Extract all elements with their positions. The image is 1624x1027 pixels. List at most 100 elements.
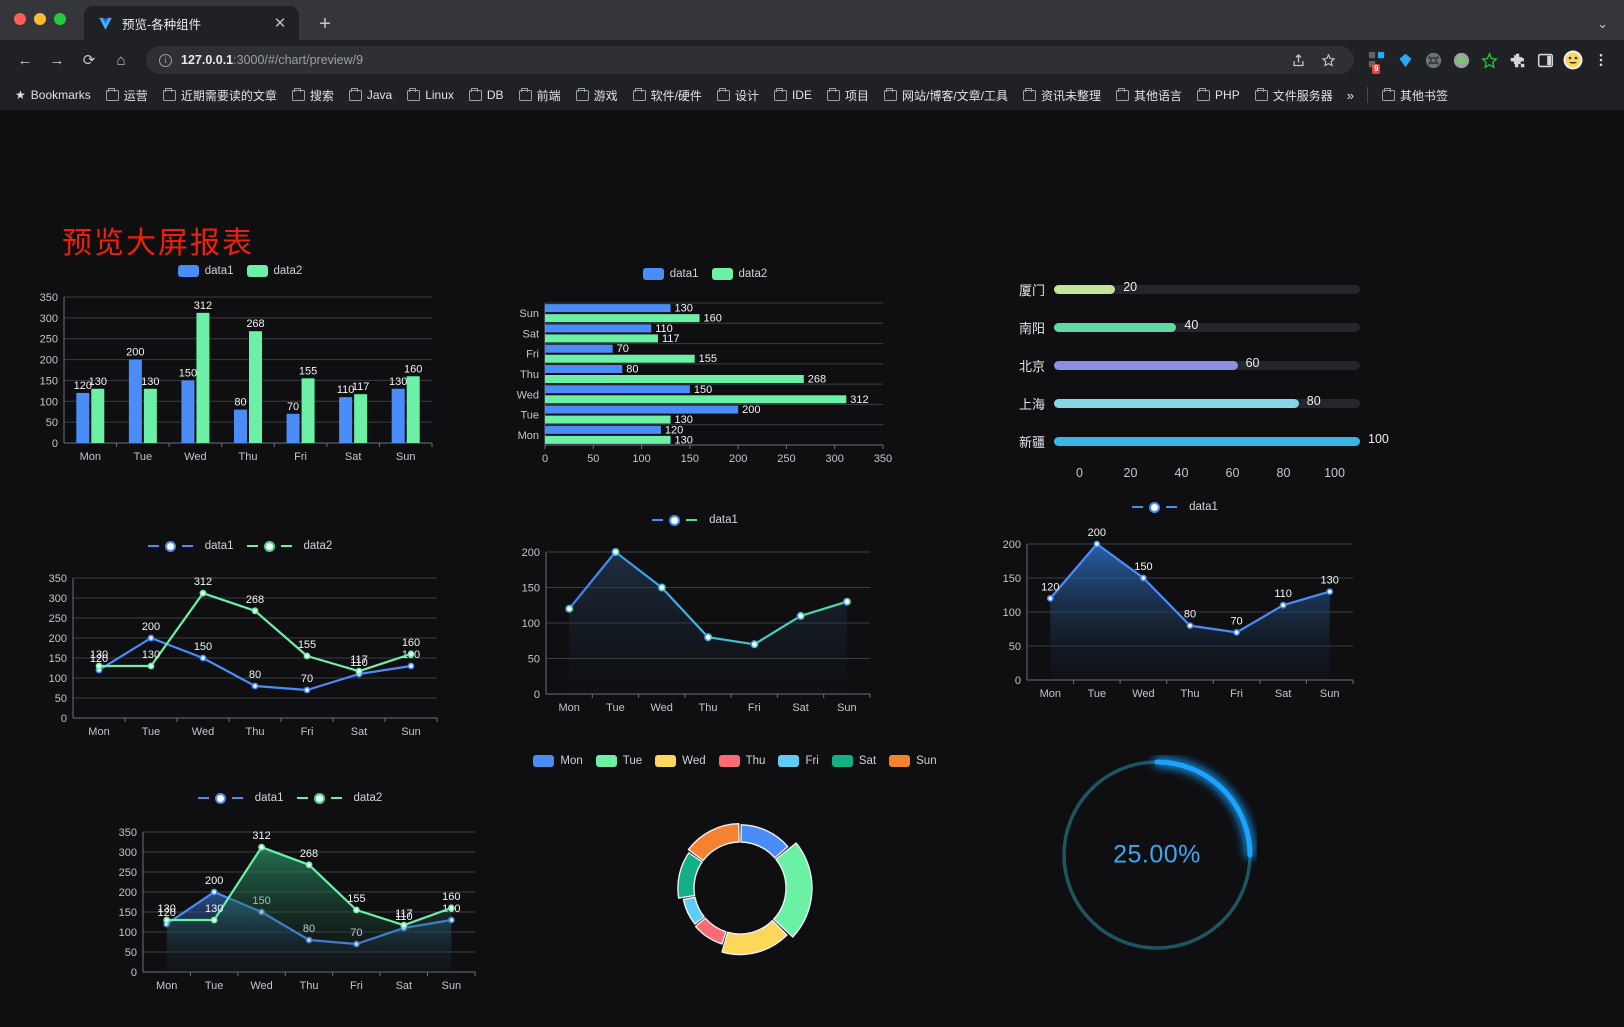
green-star-extension-icon[interactable] <box>1476 47 1502 73</box>
maximize-window-button[interactable] <box>54 13 66 25</box>
svg-text:117: 117 <box>352 381 370 393</box>
diamond-extension-icon[interactable] <box>1392 47 1418 73</box>
new-tab-button[interactable]: + <box>319 13 331 35</box>
bookmark-label: 前端 <box>536 88 561 103</box>
legend-item[interactable]: data2 <box>296 792 383 804</box>
progress-track[interactable]: 20 <box>1054 280 1360 294</box>
bookmark-folder[interactable]: 文件服务器 <box>1248 84 1340 107</box>
svg-text:155: 155 <box>347 893 365 905</box>
progress-axis: 0 20 40 60 80 100 <box>1054 466 1360 480</box>
progress-track[interactable]: 80 <box>1054 394 1360 408</box>
bookmarks-overflow-button[interactable]: » <box>1346 87 1354 103</box>
bookmark-folder[interactable]: IDE <box>767 85 819 105</box>
legend-line-gradient: data1 <box>500 514 890 526</box>
legend-item[interactable]: data2 <box>246 540 332 552</box>
home-button[interactable]: ⌂ <box>116 51 126 69</box>
progress-track[interactable]: 60 <box>1054 356 1360 370</box>
bookmark-folder[interactable]: 近期需要读的文章 <box>156 84 284 107</box>
bookmark-manager-entry[interactable]: ★ Bookmarks <box>8 85 98 105</box>
legend-item[interactable]: Sat <box>831 755 876 767</box>
progress-track[interactable]: 40 <box>1054 318 1360 332</box>
close-icon[interactable]: ✕ <box>273 14 287 32</box>
progress-row[interactable]: 南阳 40 <box>1000 308 1360 346</box>
legend-item[interactable]: data2 <box>246 265 302 277</box>
svg-text:312: 312 <box>194 576 212 588</box>
bookmark-star-icon[interactable] <box>1315 47 1341 73</box>
kebab-menu-icon[interactable] <box>1588 47 1614 73</box>
back-button[interactable]: ← <box>17 51 33 69</box>
legend-marker-data1 <box>669 514 681 526</box>
bookmark-folder[interactable]: 网站/博客/文章/工具 <box>877 84 1015 107</box>
legend-item[interactable]: data1 <box>652 514 738 526</box>
bookmark-label: 设计 <box>734 88 759 103</box>
bookmark-folder[interactable]: Linux <box>400 85 461 105</box>
info-icon[interactable]: i <box>159 53 172 67</box>
legend-item[interactable]: data1 <box>147 540 234 552</box>
legend-item[interactable]: Wed <box>655 755 706 767</box>
close-window-button[interactable] <box>14 13 26 25</box>
svg-text:100: 100 <box>1003 607 1021 619</box>
progress-label: 上海 <box>1018 396 1045 412</box>
browser-tab[interactable]: 预览-各种组件 ✕ <box>84 6 299 40</box>
svg-text:200: 200 <box>522 547 540 559</box>
progress-row[interactable]: 新疆 100 <box>1000 422 1389 460</box>
bookmark-folder[interactable]: DB <box>462 85 511 105</box>
sidepanel-icon[interactable] <box>1532 47 1558 73</box>
bookmark-folder[interactable]: 设计 <box>710 84 766 107</box>
svg-text:300: 300 <box>119 847 137 859</box>
bookmark-folder[interactable]: 运营 <box>99 84 155 107</box>
legend-item[interactable]: data1 <box>197 792 284 804</box>
legend-item[interactable]: Mon <box>533 755 583 767</box>
bookmark-folder[interactable]: Java <box>342 85 399 105</box>
address-bar[interactable]: i 127.0.0.1:3000/#/chart/preview/9 <box>146 46 1354 74</box>
legend-label: data2 <box>353 792 383 804</box>
minimize-window-button[interactable] <box>34 13 46 25</box>
green-dot-extension-icon[interactable] <box>1448 47 1474 73</box>
grid-blue-extension-icon[interactable]: 9 <box>1364 47 1390 74</box>
legend-item[interactable]: Sun <box>889 755 937 767</box>
legend-donut: Mon Tue Wed Thu Fri Sat Sun <box>533 755 937 767</box>
folder-icon <box>883 87 897 101</box>
svg-text:200: 200 <box>205 875 223 887</box>
folder-icon <box>518 87 532 101</box>
svg-text:100: 100 <box>49 673 67 685</box>
svg-text:100: 100 <box>522 618 540 630</box>
legend-item[interactable]: data1 <box>177 265 234 277</box>
bookmark-folder[interactable]: 其他语言 <box>1109 84 1189 107</box>
share-icon[interactable] <box>1285 47 1311 73</box>
bookmark-folder[interactable]: 前端 <box>512 84 568 107</box>
legend-line-dual: data1 data2 <box>30 540 450 552</box>
progress-row[interactable]: 上海 80 <box>1000 384 1360 422</box>
svg-text:Mon: Mon <box>558 702 579 714</box>
bookmark-folder[interactable]: 游戏 <box>569 84 625 107</box>
other-bookmarks-folder[interactable]: 其他书签 <box>1375 84 1455 107</box>
legend-item[interactable]: data1 <box>1132 501 1218 513</box>
legend-item[interactable]: data1 <box>642 268 699 280</box>
svg-text:268: 268 <box>300 848 318 860</box>
bookmark-label: 其他语言 <box>1134 88 1183 103</box>
progress-track[interactable]: 100 <box>1054 432 1389 446</box>
reload-button[interactable]: ⟳ <box>82 52 96 69</box>
legend-item[interactable]: Tue <box>595 755 642 767</box>
folder-icon <box>468 87 482 101</box>
command-extension-icon[interactable] <box>1420 47 1446 73</box>
bookmark-folder[interactable]: 项目 <box>820 84 876 107</box>
bookmark-folder[interactable]: PHP <box>1190 85 1247 105</box>
progress-row[interactable]: 厦门 20 <box>1000 270 1360 308</box>
svg-text:150: 150 <box>522 583 540 595</box>
chevron-down-icon[interactable]: ⌄ <box>1597 16 1608 31</box>
puzzle-icon[interactable] <box>1504 47 1530 73</box>
svg-text:155: 155 <box>699 353 717 365</box>
bookmark-folder[interactable]: 搜索 <box>285 84 341 107</box>
chart-progress-bars: 厦门 20 南阳 40 北京 60 <box>1000 270 1389 481</box>
bookmark-folder[interactable]: 资讯未整理 <box>1016 84 1108 107</box>
avatar-icon[interactable] <box>1560 47 1586 73</box>
bookmark-folder[interactable]: 软件/硬件 <box>626 84 709 107</box>
legend-item[interactable]: Thu <box>718 755 765 767</box>
svg-text:Mon: Mon <box>80 451 101 463</box>
legend-item[interactable]: Fri <box>778 755 819 767</box>
progress-row[interactable]: 北京 60 <box>1000 346 1360 384</box>
legend-item[interactable]: data2 <box>711 268 767 280</box>
svg-text:70: 70 <box>617 343 629 355</box>
forward-button[interactable]: → <box>49 51 65 69</box>
